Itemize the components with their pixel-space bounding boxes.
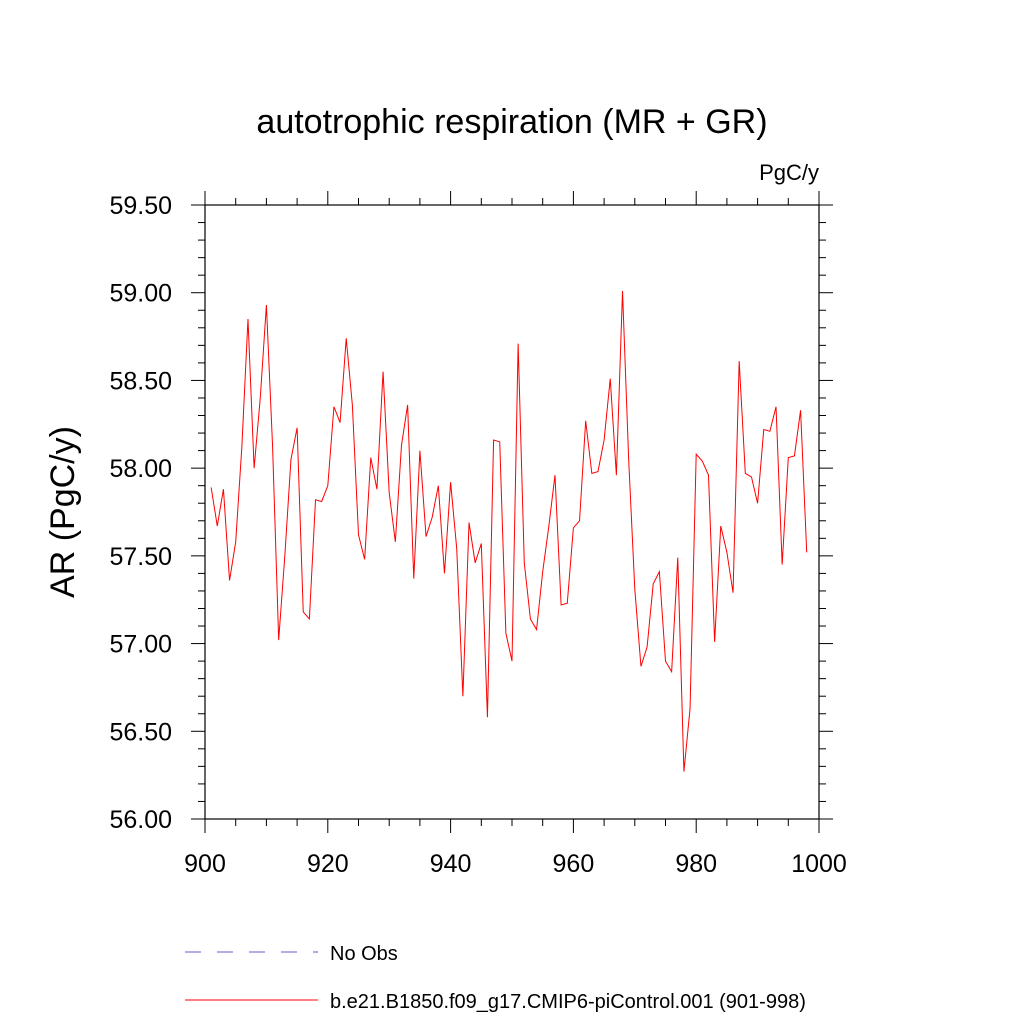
series-line-1 bbox=[210, 290, 808, 772]
x-tick-label: 900 bbox=[184, 850, 226, 878]
legend-item-no-obs: No Obs bbox=[185, 943, 398, 965]
legend: No Obs b.e21.B1850.f09_g17.CMIP6-piContr… bbox=[185, 943, 806, 1013]
y-tick-label: 59.50 bbox=[109, 192, 172, 220]
x-tick-label: 940 bbox=[430, 850, 472, 878]
y-tick-label: 58.00 bbox=[109, 455, 172, 483]
x-tick-label: 980 bbox=[675, 850, 717, 878]
x-tick-label: 920 bbox=[307, 850, 349, 878]
legend-item-model: b.e21.B1850.f09_g17.CMIP6-piControl.001 … bbox=[185, 991, 806, 1013]
series-layer bbox=[210, 290, 808, 772]
y-axis-label: AR (PgC/y) bbox=[44, 426, 82, 598]
chart-title: autotrophic respiration (MR + GR) bbox=[256, 103, 767, 141]
x-axis: 900 920 940 960 980 1000 bbox=[184, 191, 847, 878]
y-tick-label: 57.00 bbox=[109, 631, 172, 659]
x-tick-label: 1000 bbox=[791, 850, 847, 878]
y-tick-label: 56.00 bbox=[109, 806, 172, 834]
y-tick-label: 58.50 bbox=[109, 367, 172, 395]
x-tick-label: 960 bbox=[553, 850, 595, 878]
y-tick-label: 56.50 bbox=[109, 718, 172, 746]
y-axis: 56.00 56.50 57.00 57.50 58.00 58.50 59.00 59.50 bbox=[109, 192, 833, 834]
y-tick-label: 59.00 bbox=[109, 280, 172, 308]
legend-label-no-obs: No Obs bbox=[330, 943, 398, 965]
units-label: PgC/y bbox=[759, 160, 819, 185]
plot-frame bbox=[204, 204, 820, 820]
y-tick-label: 57.50 bbox=[109, 543, 172, 571]
legend-label-model: b.e21.B1850.f09_g17.CMIP6-piControl.001 … bbox=[330, 991, 806, 1013]
